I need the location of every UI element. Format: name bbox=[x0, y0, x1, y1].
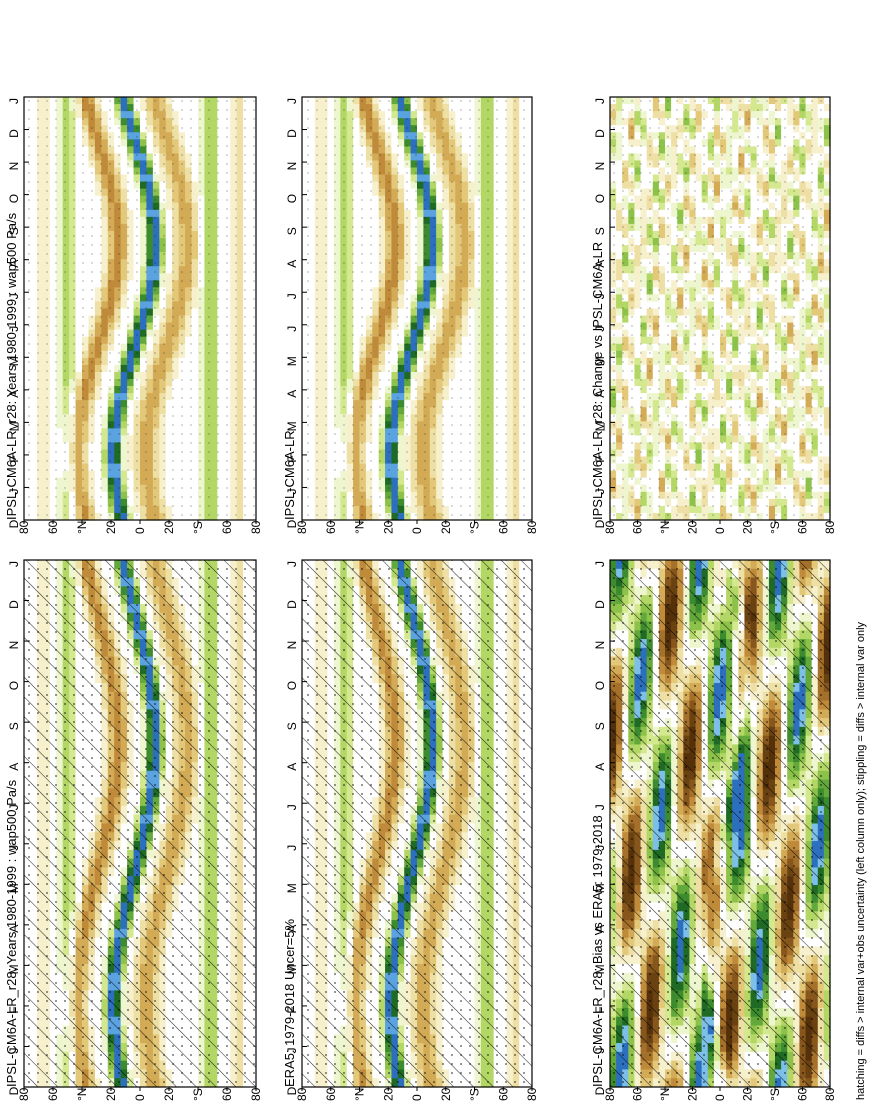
month-tick-label: J bbox=[7, 326, 21, 332]
panel-0: 80 60 °N 20 0 20 °S 60 80DJFMAMJJASONDJIPSL-CM6A… bbox=[4, 559, 263, 1101]
stipple-overlay bbox=[24, 97, 256, 520]
month-tick-label: M bbox=[7, 421, 21, 431]
lat-tick-label: 0 bbox=[133, 1094, 147, 1101]
month-tick-label: M bbox=[7, 883, 21, 893]
month-tick-label: A bbox=[7, 260, 21, 268]
month-tick-label: N bbox=[7, 162, 21, 171]
stipple-overlay bbox=[24, 560, 256, 1087]
lat-tick-label: 80 bbox=[17, 1087, 31, 1101]
panel-title: IPSL-CM6A-LR_r28: Years 1980-1999 : wap5… bbox=[4, 212, 19, 520]
month-tick-label: D bbox=[7, 519, 21, 528]
lat-tick-label: °N bbox=[75, 1088, 89, 1101]
month-tick-label: S bbox=[7, 227, 21, 235]
lat-tick-label: 20 bbox=[104, 520, 118, 534]
lat-tick-label: 20 bbox=[162, 1087, 176, 1101]
month-tick-label: O bbox=[7, 681, 21, 690]
lat-tick-label: 0 bbox=[133, 527, 147, 534]
month-tick-label: D bbox=[7, 129, 21, 138]
panels-layer: 80 60 °N 20 0 20 °S 60 80DJFMAMJJASONDJIPSL-CM6A… bbox=[4, 96, 837, 1101]
lat-tick-label: 60 bbox=[220, 520, 234, 534]
month-tick-label: A bbox=[7, 390, 21, 398]
month-tick-label: F bbox=[7, 1006, 21, 1013]
month-tick-label: M bbox=[7, 964, 21, 974]
month-tick-label: J bbox=[7, 293, 21, 299]
lat-tick-label: 20 bbox=[162, 520, 176, 534]
month-tick-label: F bbox=[7, 455, 21, 462]
lat-tick-label: °N bbox=[75, 521, 89, 534]
month-tick-label: J bbox=[7, 804, 21, 810]
lat-tick-label: 80 bbox=[249, 520, 263, 534]
month-tick-label: J bbox=[7, 489, 21, 495]
month-tick-label: D bbox=[7, 1086, 21, 1095]
month-tick-label: O bbox=[7, 194, 21, 203]
lat-tick-label: 20 bbox=[104, 1087, 118, 1101]
lat-tick-label: 60 bbox=[220, 1087, 234, 1101]
month-tick-label: J bbox=[7, 98, 21, 104]
panel-title: IPSL-CM6A-LR_r28: Years 1980-1999 : wap5… bbox=[4, 779, 19, 1087]
month-tick-label: A bbox=[7, 763, 21, 771]
month-tick-label: J bbox=[7, 1048, 21, 1054]
month-tick-label: M bbox=[7, 356, 21, 366]
month-tick-label: A bbox=[7, 925, 21, 933]
month-tick-label: J bbox=[7, 845, 21, 851]
panel-3: 80 60 °N 20 0 20 °S 60 80DJFMAMJJASONDJIPSL-CM6A… bbox=[4, 96, 263, 534]
month-tick-label: D bbox=[7, 600, 21, 609]
lat-tick-label: °S bbox=[191, 1088, 205, 1101]
lat-tick-label: 80 bbox=[249, 1087, 263, 1101]
lat-tick-label: °S bbox=[191, 521, 205, 534]
lat-tick-label: 60 bbox=[46, 520, 60, 534]
month-tick-label: J bbox=[7, 561, 21, 567]
month-tick-label: S bbox=[7, 722, 21, 730]
lat-tick-label: 60 bbox=[46, 1087, 60, 1101]
month-tick-label: N bbox=[7, 641, 21, 650]
lat-tick-label: 80 bbox=[17, 520, 31, 534]
